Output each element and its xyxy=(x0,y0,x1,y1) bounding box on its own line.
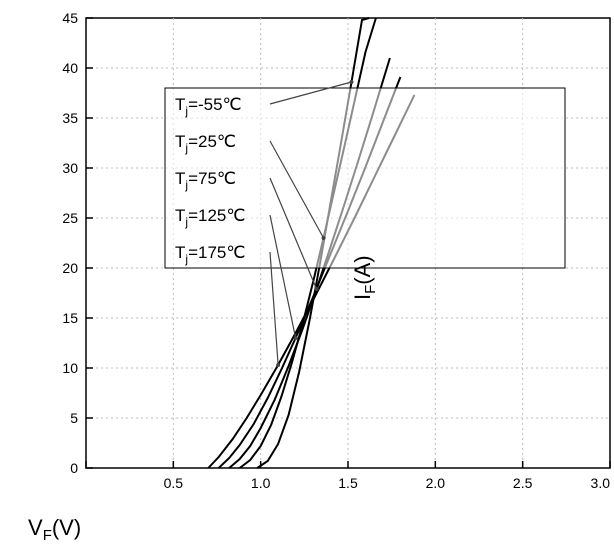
x-axis-title: VF(V) xyxy=(28,515,81,544)
y-tick-label: 25 xyxy=(62,210,78,226)
y-axis-title-sub: F xyxy=(362,285,379,294)
x-axis-title-main: V xyxy=(28,515,43,540)
x-axis-title-unit: (V) xyxy=(52,515,81,540)
y-tick-label: 35 xyxy=(62,110,78,126)
x-tick-label: 1.0 xyxy=(251,475,271,491)
y-tick-label: 20 xyxy=(62,260,78,276)
y-tick-label: 40 xyxy=(62,60,78,76)
legend-label: Tj=25℃ xyxy=(175,132,236,155)
legend-box xyxy=(164,87,566,269)
legend-arrow xyxy=(269,81,352,105)
legend-arrow xyxy=(269,177,318,290)
x-tick-label: 3.0 xyxy=(591,475,611,491)
y-axis-title: IF(A) xyxy=(350,255,379,300)
legend-label: Tj=-55℃ xyxy=(175,95,242,118)
legend-arrow-head xyxy=(349,80,354,84)
y-tick-label: 30 xyxy=(62,160,78,176)
y-axis-title-unit: (A) xyxy=(350,255,375,284)
legend-arrow-head xyxy=(314,287,319,291)
y-tick-label: 45 xyxy=(62,10,78,26)
legend-arrow xyxy=(269,140,325,239)
y-tick-label: 15 xyxy=(62,310,78,326)
legend-label: Tj=75℃ xyxy=(175,169,236,192)
legend-arrow-head xyxy=(293,336,298,340)
axis-layer: 0 5 10 15 20 25 30 35 40 45 0.5 1.0 1.5 2.0 2.5 3.0 xyxy=(62,10,611,491)
legend-arrow-head xyxy=(276,363,281,367)
legend-arrow-head xyxy=(321,236,326,240)
legend: Tj=-55℃ Tj=25℃ Tj=75℃ Tj=125℃ Tj=175℃ xyxy=(175,80,354,367)
y-axis-title-main: I xyxy=(350,294,375,300)
x-tick-label: 2.0 xyxy=(426,475,446,491)
legend-arrow xyxy=(269,251,279,366)
x-tick-label: 0.5 xyxy=(164,475,184,491)
y-tick-label: 0 xyxy=(70,460,78,476)
y-tick-label: 10 xyxy=(62,360,78,376)
x-tick-label: 1.5 xyxy=(338,475,358,491)
y-tick-label: 5 xyxy=(70,410,78,426)
legend-arrow xyxy=(269,214,297,339)
legend-label: Tj=175℃ xyxy=(175,243,245,266)
x-tick-label: 2.5 xyxy=(513,475,533,491)
x-axis-title-sub: F xyxy=(43,527,52,544)
legend-label: Tj=125℃ xyxy=(175,206,245,229)
